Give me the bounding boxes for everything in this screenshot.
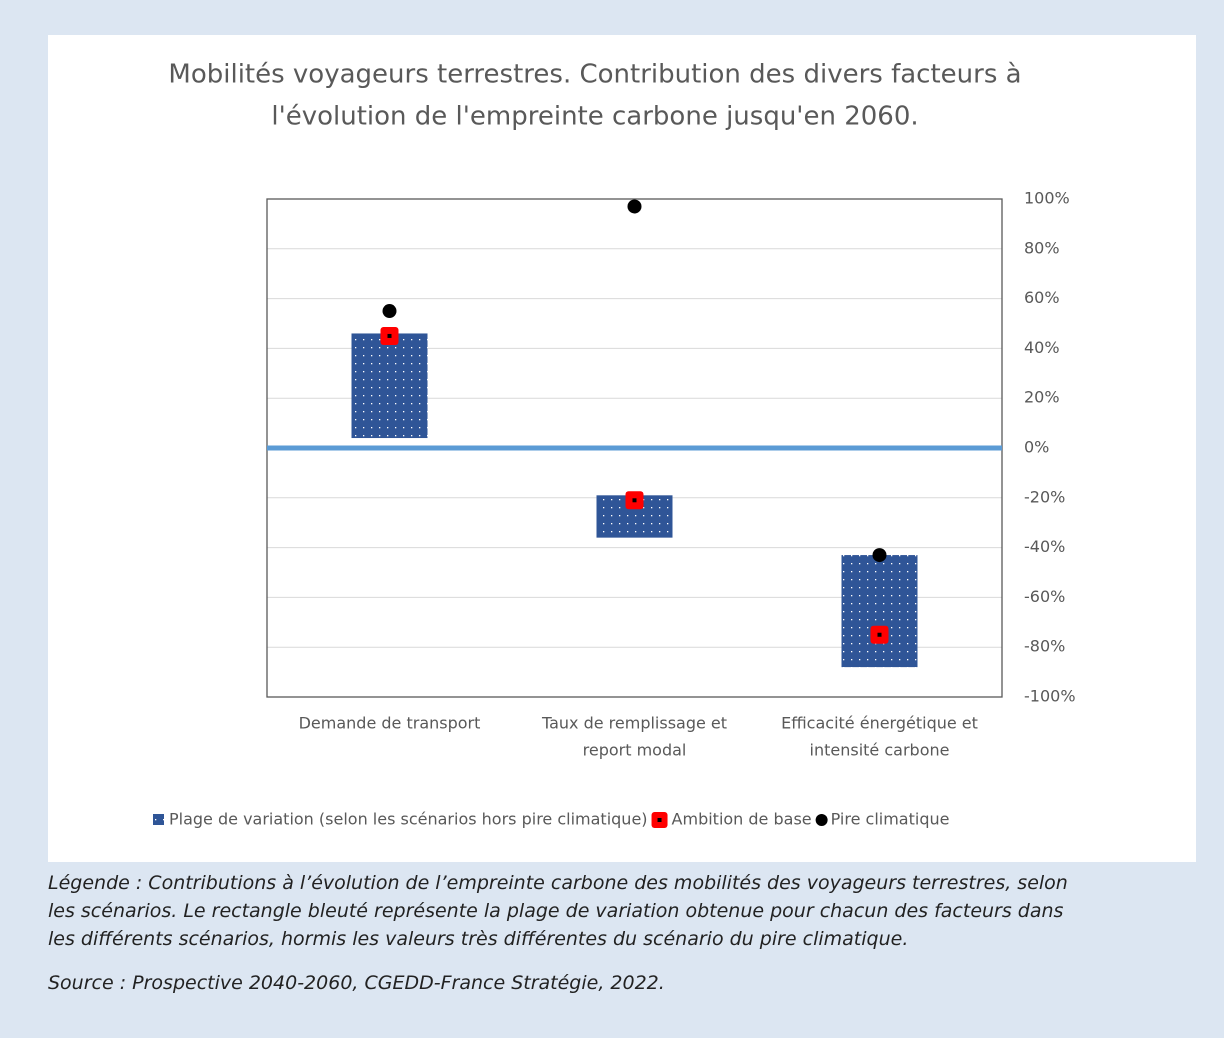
- pire-marker: [382, 304, 397, 319]
- source: Source : Prospective 2040-2060, CGEDD-Fr…: [48, 972, 665, 994]
- pire-marker: [627, 199, 642, 214]
- caption: les différents scénarios, hormis les val…: [48, 928, 909, 950]
- y-tick-label: -80%: [1024, 637, 1065, 656]
- range-bar: [841, 555, 918, 668]
- range-bar: [351, 333, 428, 439]
- x-tick-label: Efficacité énergétique et: [781, 714, 978, 733]
- ambition-marker-dot: [877, 632, 882, 637]
- pire-marker: [872, 548, 887, 563]
- legend-swatch: [815, 814, 828, 826]
- chart-title: Mobilités voyageurs terrestres. Contribu…: [168, 60, 1021, 90]
- legend-label: Plage de variation (selon les scénarios …: [169, 810, 648, 829]
- x-tick-label: Demande de transport: [299, 714, 481, 733]
- y-tick-label: -60%: [1024, 587, 1065, 606]
- y-tick-label: -100%: [1024, 687, 1076, 706]
- chart-title: l'évolution de l'empreinte carbone jusqu…: [271, 102, 918, 132]
- x-tick-label: report modal: [583, 741, 687, 760]
- y-tick-label: -20%: [1024, 487, 1065, 506]
- caption: les scénarios. Le rectangle bleuté repré…: [48, 900, 1064, 922]
- legend-swatch-dot: [657, 818, 662, 822]
- ambition-marker-dot: [632, 498, 637, 503]
- y-tick-label: 40%: [1024, 338, 1060, 357]
- x-tick-label: intensité carbone: [810, 741, 950, 760]
- y-tick-label: 20%: [1024, 388, 1060, 407]
- x-tick-label: Taux de remplissage et: [541, 714, 727, 733]
- legend-label: Pire climatique: [831, 810, 950, 829]
- chart: Mobilités voyageurs terrestres. Contribu…: [153, 60, 1076, 829]
- caption: Légende : Contributions à l’évolution de…: [48, 872, 1068, 894]
- y-tick-label: 100%: [1024, 189, 1070, 208]
- y-tick-label: 0%: [1024, 438, 1049, 457]
- legend-label: Ambition de base: [672, 810, 812, 829]
- legend-swatch: [153, 814, 164, 825]
- y-tick-label: -40%: [1024, 537, 1065, 556]
- y-tick-label: 60%: [1024, 288, 1060, 307]
- ambition-marker-dot: [387, 333, 392, 338]
- y-tick-label: 80%: [1024, 238, 1060, 257]
